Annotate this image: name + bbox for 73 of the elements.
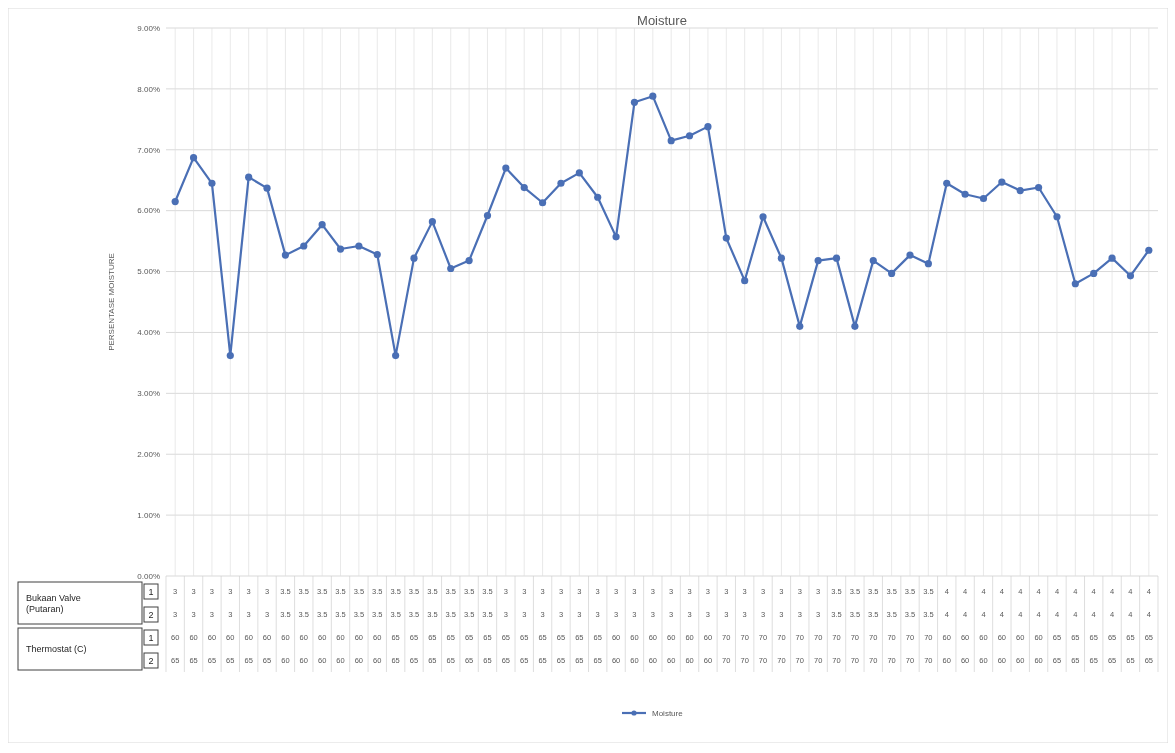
point: [538, 199, 547, 207]
point: [869, 257, 877, 265]
point: [318, 221, 326, 229]
point: [575, 169, 583, 177]
text: 1: [148, 586, 154, 597]
point: [649, 92, 657, 100]
point: [722, 234, 730, 242]
point: [447, 264, 455, 273]
point: [483, 211, 492, 220]
point: [1145, 246, 1153, 254]
point: [612, 233, 620, 241]
point: [888, 269, 896, 277]
point: [1071, 280, 1079, 288]
point: [355, 242, 363, 250]
point: [410, 254, 418, 262]
y-tick-label: 9.00%: [137, 23, 160, 33]
y-tick-label: 0.00%: [137, 571, 160, 581]
point: [796, 322, 804, 330]
text: 1: [148, 632, 154, 643]
point: [832, 254, 841, 262]
point: [630, 98, 639, 106]
point: [428, 218, 436, 226]
point: [557, 179, 565, 187]
point: [189, 154, 198, 162]
point: [245, 173, 253, 181]
chart-title: Moisture: [637, 13, 687, 28]
point: [1016, 186, 1024, 195]
point: [1053, 213, 1061, 221]
point: [594, 193, 602, 201]
point: [1108, 254, 1116, 262]
point: [924, 260, 932, 268]
y-tick-label: 7.00%: [137, 145, 160, 155]
point: [943, 179, 951, 187]
point: [759, 213, 767, 221]
point: [465, 257, 473, 265]
point: [685, 132, 694, 140]
point: [667, 137, 675, 145]
point: [1034, 183, 1043, 192]
text: Bukaan Valve (Putaran): [26, 592, 81, 614]
text: 2: [148, 655, 154, 666]
y-tick-label: 1.00%: [137, 510, 160, 520]
y-tick-label: 5.00%: [137, 267, 160, 277]
text: 2: [148, 609, 154, 620]
text: Thermostat (C): [26, 644, 87, 655]
point: [502, 164, 510, 172]
point: [979, 194, 988, 203]
y-axis-title: PERSENTASE MOISTURE: [107, 253, 116, 351]
point: [171, 197, 179, 206]
point: [777, 254, 786, 262]
point: [851, 322, 859, 330]
point: [998, 178, 1006, 186]
point: [300, 242, 308, 250]
point: [373, 250, 381, 259]
point: [263, 184, 271, 192]
point: [281, 251, 290, 259]
point: [961, 190, 969, 198]
legend-label: Moisture: [652, 708, 684, 718]
point: [741, 277, 749, 285]
point: [1126, 272, 1135, 280]
y-tick-label: 3.00%: [137, 389, 160, 399]
point: [208, 179, 216, 187]
y-tick-label: 4.00%: [137, 328, 160, 338]
point: [906, 251, 914, 259]
point: [520, 183, 528, 192]
point: [226, 351, 234, 360]
point: [1090, 269, 1098, 277]
y-tick-label: 2.00%: [137, 450, 160, 460]
point: [392, 351, 400, 360]
y-tick-label: 8.00%: [137, 84, 160, 94]
point: [336, 245, 345, 253]
point: [704, 123, 712, 131]
point: [814, 257, 822, 265]
y-tick-label: 6.00%: [137, 206, 160, 216]
